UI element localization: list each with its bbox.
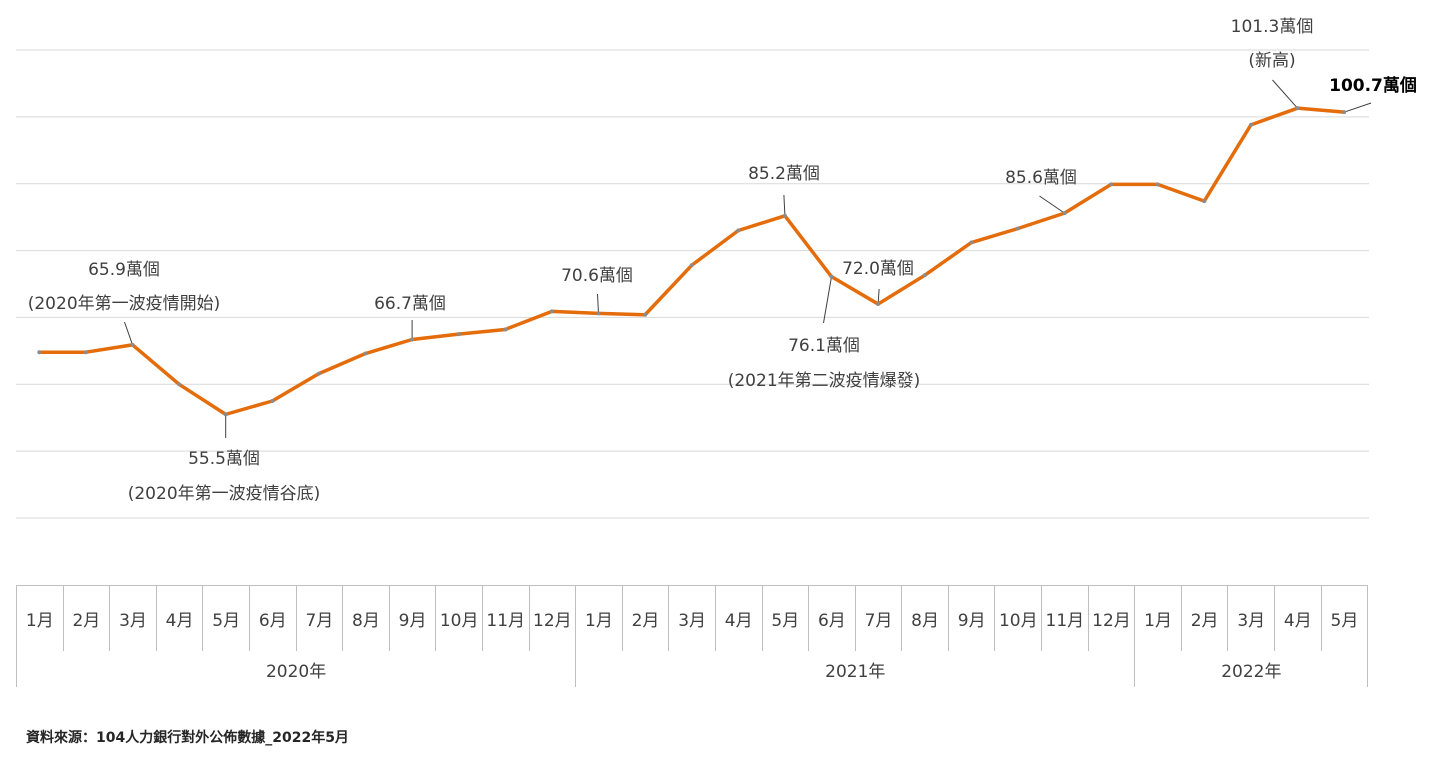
annotation-value-mar-2020: 65.9萬個 [88, 260, 160, 280]
annotation-note-apr-2022: (新高) [1248, 51, 1296, 71]
data-point [782, 213, 787, 218]
x-axis-month-label: 2月 [621, 586, 669, 651]
annotation-note-jun-2021: (2021年第二波疫情爆發) [727, 371, 921, 391]
data-point [876, 302, 881, 307]
x-axis-months-row: 1月 2月 3月 4月 5月 6月 7月 8月 9月 10月 11月 12月 1月 2月 3月 4月 5月 6月 7… [16, 585, 1369, 651]
x-axis-year-label: 2021年 [575, 651, 1134, 687]
leader-line [597, 293, 599, 314]
annotation-note-may-2020: (2020年第一波疫情谷底) [127, 484, 321, 504]
data-point [829, 274, 834, 279]
data-point [1109, 182, 1114, 187]
x-axis-month-label: 11月 [1041, 586, 1088, 651]
annotation-value-jul-2021: 72.0萬個 [842, 259, 914, 279]
x-axis-month-label: 4月 [714, 586, 762, 651]
data-point [1062, 211, 1067, 216]
data-point [1248, 122, 1253, 127]
annotation-leader-lines [124, 79, 1372, 438]
annotation-value-nov-2021: 85.6萬個 [1005, 168, 1077, 188]
data-point [316, 371, 321, 376]
x-axis-month-label: 7月 [295, 586, 343, 651]
x-axis-month-label: 5月 [202, 586, 249, 651]
annotation-note-mar-2020: (2020年第一波疫情開始) [27, 294, 221, 314]
data-point [363, 351, 368, 356]
data-point-markers [37, 106, 1347, 417]
x-axis-month-label: 3月 [109, 586, 156, 651]
data-point [223, 412, 228, 417]
line-chart [16, 49, 1372, 519]
leader-line [823, 276, 832, 324]
annotation-value-apr-2022: 101.3萬個 [1230, 17, 1314, 37]
x-axis-month-label: 5月 [1320, 586, 1368, 651]
x-axis-month-label: 4月 [1274, 586, 1321, 651]
x-axis-month-label: 4月 [155, 586, 203, 651]
x-axis-year-label: 2020年 [16, 651, 575, 687]
data-point [736, 228, 741, 233]
data-point [549, 309, 554, 314]
annotation-value-may-2022: 100.7萬個 [1329, 76, 1417, 96]
x-axis-month-label: 1月 [1134, 586, 1181, 651]
data-point [1202, 199, 1207, 204]
leader-line [877, 288, 880, 305]
x-axis-month-label: 8月 [342, 586, 389, 651]
x-axis-month-label: 10月 [435, 586, 482, 651]
data-point [1015, 226, 1020, 231]
data-point [37, 350, 42, 355]
data-point [270, 399, 275, 403]
x-axis-month-label: 10月 [994, 586, 1041, 651]
x-axis-month-label: 9月 [947, 586, 995, 651]
x-axis-month-label: 7月 [854, 586, 902, 651]
data-point [410, 337, 415, 342]
leader-line [783, 194, 786, 216]
data-point [177, 382, 182, 387]
x-axis-month-label: 12月 [1087, 586, 1135, 651]
x-axis-month-label: 2月 [1180, 586, 1228, 651]
data-point [596, 311, 601, 316]
x-axis-month-label: 6月 [808, 586, 855, 651]
x-axis-month-label: 5月 [761, 586, 809, 651]
leader-line [1039, 195, 1065, 214]
x-axis-month-label: 8月 [901, 586, 948, 651]
data-point [1155, 182, 1160, 187]
data-point [130, 342, 135, 347]
x-axis-month-label: 1月 [575, 586, 622, 651]
x-axis-month-label: 2月 [62, 586, 110, 651]
data-point [83, 350, 88, 355]
data-point [456, 332, 461, 337]
leader-line [124, 321, 133, 346]
annotation-value-may-2021: 85.2萬個 [748, 164, 820, 184]
data-point [643, 312, 648, 317]
x-axis-month-label: 3月 [668, 586, 715, 651]
x-axis-month-label: 3月 [1227, 586, 1274, 651]
x-axis-year-label: 2022年 [1134, 651, 1367, 687]
x-axis-category-table: 1月 2月 3月 4月 5月 6月 7月 8月 9月 10月 11月 12月 1月 2月 3月 4月 5月 6月 7… [16, 585, 1369, 687]
x-axis-month-label: 11月 [481, 586, 529, 651]
x-axis-month-label: 9月 [388, 586, 436, 651]
annotation-value-may-2020: 55.5萬個 [188, 449, 260, 469]
data-point [503, 327, 508, 332]
data-point [1295, 106, 1300, 111]
leader-line [1272, 79, 1298, 109]
annotation-value-sep-2020: 66.7萬個 [374, 294, 446, 314]
data-point [689, 263, 694, 268]
x-axis-month-label: 12月 [528, 586, 576, 651]
annotation-value-jan-2021: 70.6萬個 [561, 266, 633, 286]
job-openings-line [37, 106, 1346, 417]
data-point [1342, 110, 1347, 115]
gridlines [16, 49, 1369, 519]
data-source-note: 資料來源：104人力銀行對外公佈數據_2022年5月 [26, 730, 349, 746]
data-point [922, 273, 927, 278]
data-point [969, 240, 974, 245]
annotation-value-jun-2021: 76.1萬個 [788, 336, 860, 356]
x-axis-month-label: 6月 [248, 586, 296, 651]
x-axis-month-label: 1月 [16, 586, 63, 651]
leader-line [1343, 102, 1372, 113]
x-axis-years-row: 2020年 2021年 2022年 [16, 651, 1369, 687]
